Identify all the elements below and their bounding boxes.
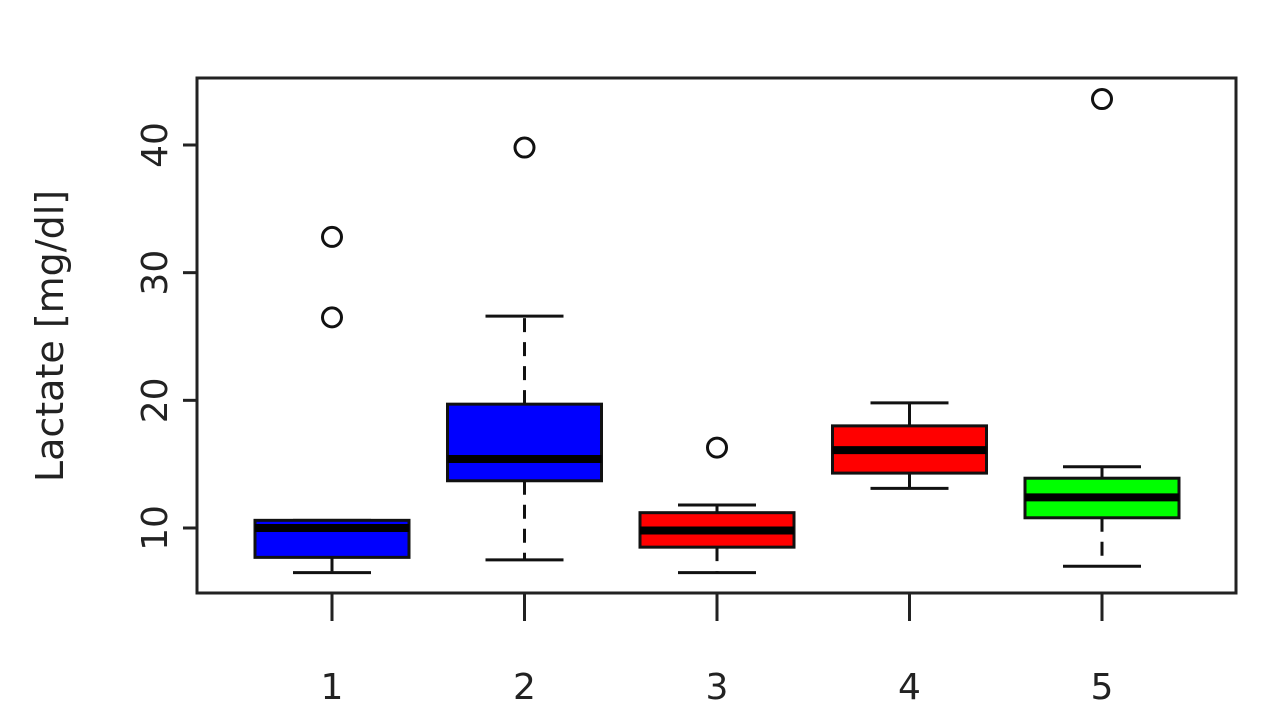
y-tick-label: 30 xyxy=(135,250,176,296)
outlier-point xyxy=(321,306,343,329)
y-axis: 10 20 30 40 xyxy=(135,122,197,551)
outlier-point xyxy=(513,136,536,159)
x-tick-label: 1 xyxy=(321,667,344,708)
y-tick-label: 10 xyxy=(135,505,176,551)
x-tick-label: 2 xyxy=(513,667,536,708)
boxes xyxy=(253,88,1181,575)
x-tick-label: 4 xyxy=(898,667,921,708)
outlier-point xyxy=(1091,88,1113,111)
x-tick-label: 3 xyxy=(706,667,729,708)
y-tick-label: 20 xyxy=(135,377,176,423)
y-tick-label: 40 xyxy=(135,122,176,168)
y-axis-title: Lactate [mg/dl] xyxy=(28,190,72,482)
box-iqr xyxy=(446,402,603,483)
x-tick-label: 5 xyxy=(1091,667,1114,708)
outlier-point xyxy=(706,436,728,459)
x-axis: 1 2 3 4 5 xyxy=(321,593,1114,708)
outlier-point xyxy=(321,225,343,248)
